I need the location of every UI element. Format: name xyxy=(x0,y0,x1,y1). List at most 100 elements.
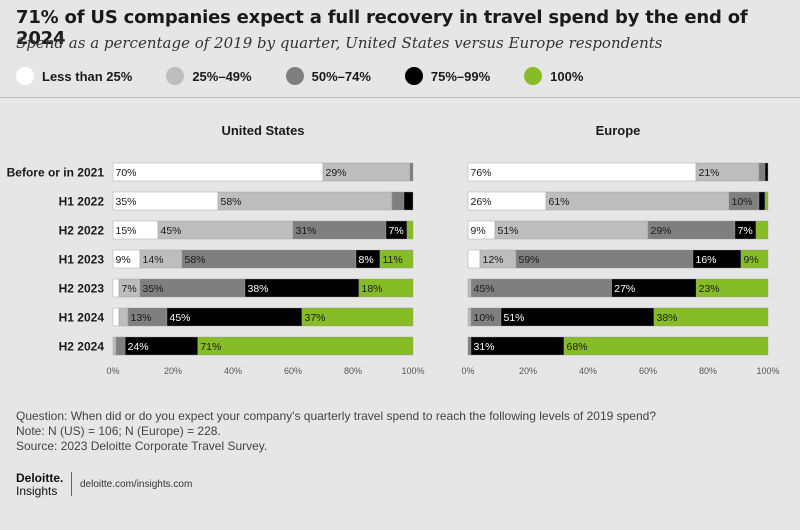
data-label: 10% xyxy=(474,312,495,324)
site-url[interactable]: deloitte.com/insights.com xyxy=(80,479,193,490)
data-label: 58% xyxy=(221,196,242,208)
category-label: H2 2022 xyxy=(59,224,105,238)
x-tick-label: 0% xyxy=(106,366,119,376)
bar-segment xyxy=(217,191,393,211)
x-tick-label: 80% xyxy=(699,366,717,376)
bar-segment xyxy=(467,249,481,269)
x-tick-label: 100% xyxy=(401,366,424,376)
bar-segment xyxy=(112,278,120,298)
bar-segment xyxy=(758,191,766,211)
x-tick-label: 40% xyxy=(224,366,242,376)
panel-title: United States xyxy=(221,123,304,138)
bar-segment xyxy=(740,249,769,269)
data-label: 31% xyxy=(296,225,317,237)
data-label: 8% xyxy=(359,254,374,266)
data-label: 12% xyxy=(483,254,504,266)
data-label: 21% xyxy=(699,167,720,179)
deloitte-logo: Deloitte. Insights xyxy=(16,472,63,497)
bar-segment xyxy=(403,191,414,211)
x-tick-label: 0% xyxy=(461,366,474,376)
footer-source: Source: 2023 Deloitte Corporate Travel S… xyxy=(16,439,268,453)
data-label: 18% xyxy=(362,283,383,295)
bar-segment xyxy=(515,249,694,269)
bar-segment xyxy=(653,307,769,327)
data-label: 9% xyxy=(744,254,759,266)
data-label: 7% xyxy=(738,225,753,237)
data-label: 26% xyxy=(471,196,492,208)
legend-item: 75%–99% xyxy=(404,67,491,85)
x-tick-label: 60% xyxy=(639,366,657,376)
data-label: 9% xyxy=(116,254,131,266)
x-tick-label: 60% xyxy=(284,366,302,376)
logo-sub: Insights xyxy=(16,484,58,498)
legend-label: Less than 25% xyxy=(42,68,133,84)
stacked-bar-chart: Before or in 2021 H1 2022 H2 2022 H1 2023 H2… xyxy=(7,123,780,376)
data-label: 15% xyxy=(116,225,137,237)
bar-segment xyxy=(118,307,129,327)
data-label: 24% xyxy=(128,341,149,353)
data-label: 51% xyxy=(498,225,519,237)
legend-item: 25%–49% xyxy=(166,67,252,85)
bar-segment xyxy=(758,162,766,182)
data-label: 13% xyxy=(131,312,152,324)
bar-segment xyxy=(406,220,414,240)
bar-segment xyxy=(112,307,120,327)
data-label: 45% xyxy=(161,225,182,237)
data-label: 16% xyxy=(696,254,717,266)
divider xyxy=(0,97,800,98)
data-label: 23% xyxy=(699,283,720,295)
data-label: 7% xyxy=(389,225,404,237)
bar-segment xyxy=(181,249,357,269)
legend-swatch xyxy=(16,67,34,85)
legend-label: 25%–49% xyxy=(192,68,252,84)
x-tick-label: 80% xyxy=(344,366,362,376)
data-label: 10% xyxy=(732,196,753,208)
bar-segment xyxy=(467,336,472,356)
bar-segment xyxy=(467,307,472,327)
bar-segment xyxy=(379,249,414,269)
bar-segment xyxy=(545,191,730,211)
x-tick-label: 40% xyxy=(579,366,597,376)
data-label: 29% xyxy=(651,225,672,237)
category-label: Before or in 2021 xyxy=(7,166,105,180)
chart-subtitle: Spend as a percentage of 2019 by quarter… xyxy=(16,34,663,52)
data-label: 45% xyxy=(170,312,191,324)
data-label: 51% xyxy=(504,312,525,324)
x-tick-label: 20% xyxy=(519,366,537,376)
footer-notes: Question: When did or do you expect your… xyxy=(16,409,656,454)
data-label: 37% xyxy=(305,312,326,324)
category-label: H1 2023 xyxy=(59,253,105,267)
bar-segment xyxy=(755,220,769,240)
legend-label: 50%–74% xyxy=(311,68,371,84)
legend-item: Less than 25% xyxy=(16,67,132,85)
legend-item: 50%–74% xyxy=(285,67,371,85)
bar-segment xyxy=(764,162,769,182)
legend-label: 100% xyxy=(550,68,584,84)
data-label: 59% xyxy=(519,254,540,266)
category-label: H1 2022 xyxy=(59,195,105,209)
bar-segment xyxy=(409,162,414,182)
data-label: 61% xyxy=(549,196,570,208)
data-label: 35% xyxy=(116,196,137,208)
footer-note: Note: N (US) = 106; N (Europe) = 228. xyxy=(16,424,221,438)
data-label: 11% xyxy=(383,254,403,266)
data-label: 38% xyxy=(248,283,269,295)
data-label: 31% xyxy=(474,341,495,353)
legend-swatch xyxy=(166,67,185,85)
legend-item: 100% xyxy=(524,67,583,85)
data-label: 76% xyxy=(471,167,492,179)
legend: Less than 25% 25%–49% 50%–74% 75%–99% 100% xyxy=(16,66,617,86)
bar-segment xyxy=(764,191,769,211)
bar-segment xyxy=(467,162,697,182)
data-label: 68% xyxy=(567,341,588,353)
legend-swatch xyxy=(404,67,423,85)
bar-segment xyxy=(467,278,472,298)
chart-title: 71% of US companies expect a full recove… xyxy=(16,7,748,49)
data-label: 27% xyxy=(614,283,635,295)
legend-swatch xyxy=(285,67,304,85)
bar-segment xyxy=(695,278,769,298)
data-label: 35% xyxy=(143,283,164,295)
data-label: 70% xyxy=(116,167,137,179)
legend-label: 75%–99% xyxy=(430,68,491,84)
data-label: 45% xyxy=(474,283,495,295)
